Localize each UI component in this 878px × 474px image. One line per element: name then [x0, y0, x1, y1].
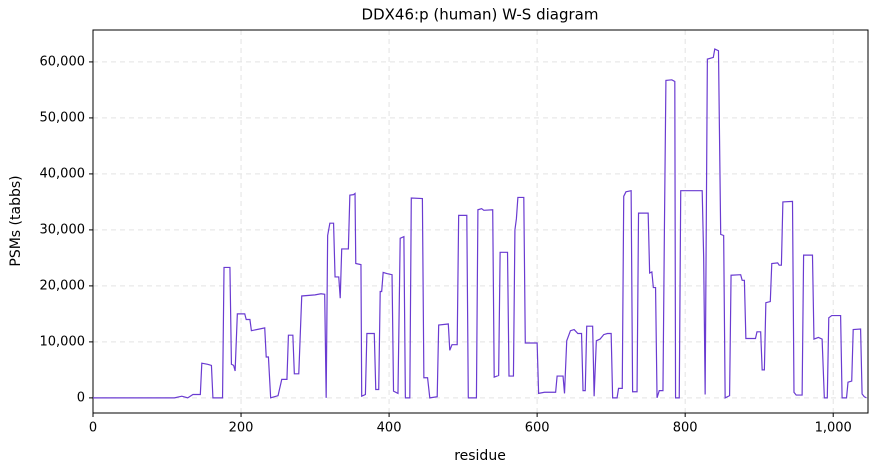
x-tick-label: 200: [229, 421, 254, 436]
y-tick-label: 20,000: [40, 278, 86, 293]
x-tick-label: 800: [673, 421, 698, 436]
chart-title: DDX46:p (human) W-S diagram: [362, 6, 599, 24]
x-tick-label: 1,000: [815, 421, 852, 436]
y-axis-label: PSMs (tabbs): [8, 175, 24, 266]
y-tick-label: 10,000: [40, 334, 86, 349]
y-tick-label: 50,000: [40, 110, 86, 125]
x-axis-label: residue: [454, 448, 506, 464]
x-tick-label: 400: [377, 421, 402, 436]
y-tick-label: 60,000: [40, 54, 86, 69]
y-tick-label: 40,000: [40, 166, 86, 181]
y-tick-label: 0: [77, 390, 85, 405]
x-tick-label: 0: [89, 421, 97, 436]
x-tick-label: 600: [525, 421, 550, 436]
plot-frame: [92, 29, 869, 414]
y-tick-label: 30,000: [40, 222, 86, 237]
line-series: [93, 48, 867, 399]
